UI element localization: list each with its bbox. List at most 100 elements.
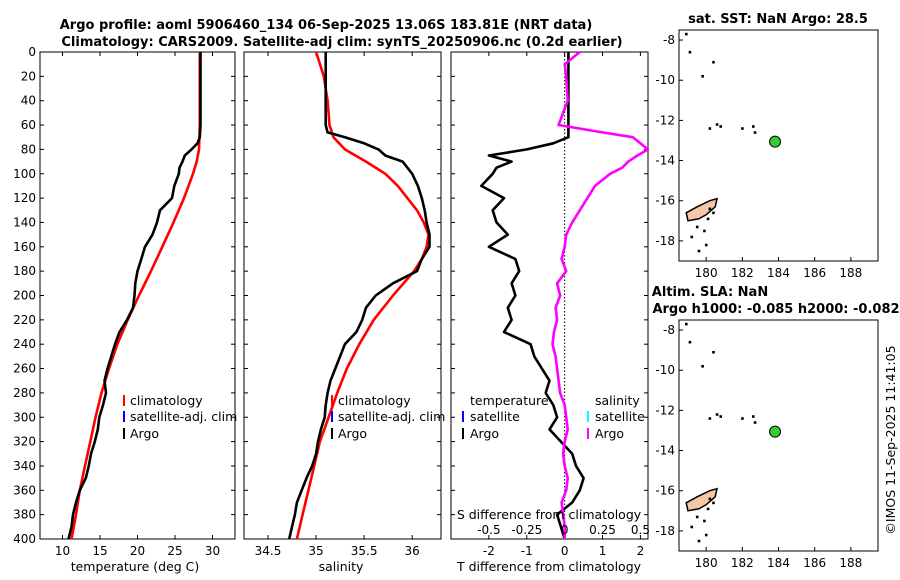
s-tick-label: -0.25: [511, 523, 542, 537]
depth-tick-label: 400: [13, 532, 36, 546]
depth-tick-label: 240: [13, 337, 36, 351]
island: [708, 127, 712, 130]
sst-map-land: [685, 32, 757, 253]
difference-panel: -2 -1 0 1 2 T difference from climatology S …: [450, 50, 650, 574]
depth-tick-label: 0: [28, 45, 36, 59]
depth-tick-label: 40: [21, 94, 36, 108]
x-tick-label: 0: [561, 544, 569, 558]
temperature-legend: climatology satellite-adj. clim Argo: [123, 393, 237, 441]
t-difference-xlabel: T difference from climatology: [456, 559, 642, 574]
temperature-panel: 0 20 40 60 80 100 120 140 160 180 200 220 240 260 280 3…: [13, 45, 237, 574]
temperature-x-axis: 10 15 20 25 30: [55, 52, 220, 558]
sla-map-title-1: Altim. SLA: NaN: [652, 285, 768, 300]
x-tick-label: 2: [637, 544, 645, 558]
lon-tick-label: 180: [695, 266, 718, 280]
island: [712, 60, 715, 64]
island: [753, 421, 757, 424]
legend-argo-label: Argo: [130, 426, 159, 441]
s-tick-label: -0.5: [477, 523, 500, 537]
difference-depth-ticks: [451, 51, 648, 540]
legend-argo-swatch: [331, 428, 333, 439]
legend-climatology-label: climatology: [338, 393, 411, 408]
depth-axis: 0 20 40 60 80 100 120 140 160 180 200 220 240 260 280 3…: [13, 45, 235, 546]
depth-tick-label: 60: [21, 118, 36, 132]
land-mass: [685, 487, 719, 512]
legend-argo-label: Argo: [338, 426, 367, 441]
legend-s-satellite-label: satellite: [595, 409, 645, 424]
sst-map-axes: 180 182 184 186 188 -8 -10 -12 -14 -16 -18: [655, 33, 862, 280]
legend-t-argo-label: Argo: [470, 426, 499, 441]
island: [741, 127, 744, 130]
temperature-xlabel: temperature (deg C): [71, 559, 200, 574]
salinity-depth-ticks: [244, 51, 441, 540]
legend-t-argo-swatch: [462, 428, 464, 439]
salinity-x-axis: 34.5 35 35.5 36: [255, 52, 420, 558]
island: [688, 340, 692, 344]
title-line-1: Argo profile: aoml 5906460_134 06-Sep-20…: [60, 18, 593, 33]
x-tick-label: -2: [483, 544, 495, 558]
sla-map-land: [685, 322, 757, 543]
island: [719, 415, 723, 418]
legend-temperature-title: temperature: [470, 393, 549, 408]
depth-tick-label: 140: [13, 215, 36, 229]
lon-tick-label: 182: [731, 556, 754, 570]
island: [751, 415, 755, 418]
island: [708, 497, 712, 501]
s-tick-label: 0.25: [589, 523, 616, 537]
island: [690, 235, 694, 239]
legend-climatology-swatch: [123, 395, 125, 406]
x-tick-label: 25: [167, 544, 182, 558]
salinity-series: [287, 51, 431, 540]
island: [703, 519, 706, 523]
island: [715, 413, 719, 416]
island: [685, 322, 688, 326]
series-line-climatology: [295, 51, 430, 540]
lon-tick-label: 180: [695, 556, 718, 570]
island: [751, 125, 755, 128]
x-tick-label: 35.5: [351, 544, 378, 558]
series-line-t-argo-clim: [479, 52, 585, 540]
difference-axes-frame: [450, 51, 649, 540]
island: [703, 229, 706, 233]
sla-argo-station-marker: [769, 425, 782, 438]
legend-climatology-swatch: [331, 395, 333, 406]
island: [701, 75, 704, 78]
s-difference-xlabel: S difference from climatology: [457, 507, 642, 522]
x-tick-label: 10: [55, 544, 70, 558]
legend-s-argo-swatch: [587, 428, 589, 439]
island: [701, 365, 704, 368]
lon-tick-label: 186: [803, 266, 826, 280]
s-difference-ticks: -0.5 -0.25 0 0.25 0.5: [477, 523, 650, 537]
s-tick-label: 0.5: [631, 523, 650, 537]
x-tick-label: 30: [205, 544, 220, 558]
legend-s-argo-label: Argo: [595, 426, 624, 441]
legend-s-satellite-swatch: [587, 411, 589, 422]
depth-tick-label: 200: [13, 289, 36, 303]
lat-tick-label: -14: [655, 444, 675, 458]
lat-tick-label: -16: [655, 484, 675, 498]
legend-satellite-label: satellite-adj. clim: [130, 409, 237, 424]
island: [685, 32, 688, 36]
salinity-xlabel: salinity: [319, 559, 364, 574]
lat-tick-label: -12: [655, 403, 675, 417]
lon-tick-label: 184: [767, 266, 790, 280]
depth-tick-label: 80: [21, 142, 36, 156]
island: [688, 50, 692, 54]
lat-tick-label: -16: [655, 194, 675, 208]
legend-argo-swatch: [123, 428, 125, 439]
island: [708, 207, 712, 211]
island: [715, 123, 719, 126]
title-line-2: Climatology: CARS2009. Satellite-adj cli…: [61, 35, 622, 50]
legend-climatology-label: climatology: [130, 393, 203, 408]
depth-tick-label: 300: [13, 410, 36, 424]
sst-argo-station-marker: [769, 135, 782, 148]
sla-map: Altim. SLA: NaN Argo h1000: -0.085 h2000…: [652, 285, 900, 570]
legend-satellite-swatch: [331, 411, 333, 422]
lon-tick-label: 186: [803, 556, 826, 570]
island: [690, 525, 694, 529]
legend-t-satellite-label: satellite: [470, 409, 520, 424]
x-tick-label: 36: [405, 544, 420, 558]
island: [695, 225, 699, 229]
island: [704, 533, 708, 537]
